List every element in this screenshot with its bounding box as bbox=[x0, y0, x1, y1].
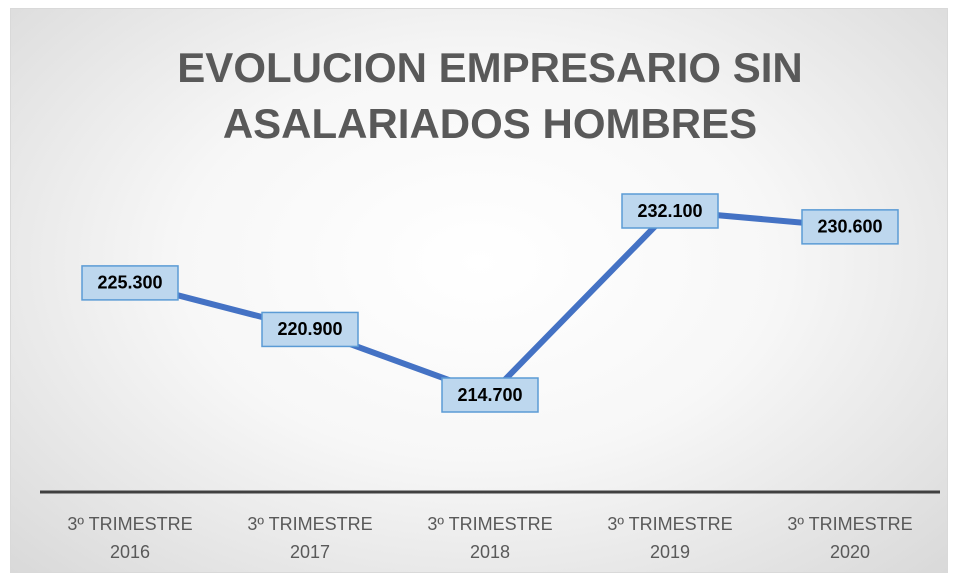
data-label-box bbox=[621, 193, 719, 229]
data-label-box bbox=[261, 311, 359, 348]
data-label: 230.600 bbox=[801, 209, 899, 245]
data-label-text: 225.300 bbox=[97, 273, 162, 293]
x-tick-label: 3º TRIMESTRE 2018 bbox=[427, 514, 553, 562]
x-tick-label: 3º TRIMESTRE 2016 bbox=[67, 514, 193, 562]
data-label: 232.100 bbox=[621, 193, 719, 229]
data-label-text: 220.900 bbox=[277, 319, 342, 339]
data-label-text: 230.600 bbox=[817, 217, 882, 237]
x-tick-label: 3º TRIMESTRE 2020 bbox=[787, 514, 913, 562]
x-tick-label: 3º TRIMESTRE 2019 bbox=[607, 514, 733, 562]
data-label-text: 214.700 bbox=[457, 385, 522, 405]
chart-title: EVOLUCION EMPRESARIO SIN ASALARIADOS HOM… bbox=[177, 44, 803, 147]
line bbox=[129, 208, 851, 398]
data-label: 220.900 bbox=[261, 311, 359, 348]
data-label-text: 232.100 bbox=[637, 201, 702, 221]
data-label: 214.700 bbox=[441, 377, 539, 413]
x-tick-label: 3º TRIMESTRE 2017 bbox=[247, 514, 373, 562]
data-label-box bbox=[801, 209, 899, 245]
data-label-box bbox=[81, 265, 179, 301]
data-label-box bbox=[441, 377, 539, 413]
data-label: 225.300 bbox=[81, 265, 179, 301]
